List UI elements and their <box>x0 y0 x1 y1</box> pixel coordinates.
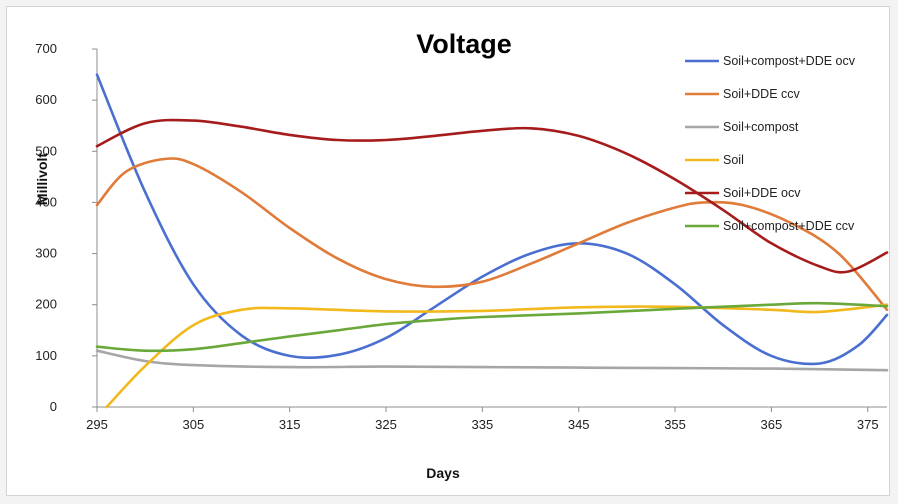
x-tick-label: 335 <box>472 417 494 432</box>
legend-entry: Soil+DDE ocv <box>723 186 801 200</box>
y-tick-label: 300 <box>35 246 57 261</box>
y-tick-label: 500 <box>35 143 57 158</box>
x-tick-label: 355 <box>664 417 686 432</box>
x-tick-label: 375 <box>857 417 879 432</box>
legend-entry: Soil+compost <box>723 120 799 134</box>
series-line-soil-compost-dde-ocv <box>95 73 889 366</box>
legend-entry: Soil+compost+DDE ocv <box>723 54 856 68</box>
x-tick-label: 325 <box>375 417 397 432</box>
chart-title: Voltage <box>416 29 512 59</box>
legend: Soil+compost+DDE ocv Soil+DDE ccv Soil+com… <box>685 54 856 233</box>
y-axis-title: Millivolt <box>34 153 50 205</box>
series-line-soil <box>105 303 889 409</box>
y-tick-label: 0 <box>50 399 57 414</box>
x-tick-label: 305 <box>182 417 204 432</box>
series-layer <box>95 73 889 409</box>
series-line-soil-compost <box>95 349 889 372</box>
y-tick-label: 700 <box>35 41 57 56</box>
y-tick-label: 600 <box>35 92 57 107</box>
x-tick-label: 365 <box>761 417 783 432</box>
series-line-soil-compost-dde-ccv <box>95 301 889 353</box>
series-line-soil-dde-ccv <box>95 157 889 312</box>
legend-entry: Soil+DDE ccv <box>723 87 801 101</box>
y-tick-label: 100 <box>35 348 57 363</box>
line-chart: Voltage 0 100 200 300 400 500 600 700 295 305 315 3… <box>34 29 889 481</box>
y-tick-label: 400 <box>35 194 57 209</box>
x-tick-label: 345 <box>568 417 590 432</box>
x-tick-label: 315 <box>279 417 301 432</box>
y-tick-label: 200 <box>35 297 57 312</box>
x-axis-title: Days <box>426 465 460 481</box>
legend-entry: Soil+compost+DDE ccv <box>723 219 855 233</box>
series-line-soil-dde-ocv <box>95 118 889 274</box>
chart-frame: Voltage 0 100 200 300 400 500 600 700 295 305 315 3… <box>6 6 890 496</box>
x-tick-label: 295 <box>86 417 108 432</box>
axes: 0 100 200 300 400 500 600 700 295 305 315 325 335 345… <box>35 41 887 432</box>
legend-entry: Soil <box>723 153 744 167</box>
